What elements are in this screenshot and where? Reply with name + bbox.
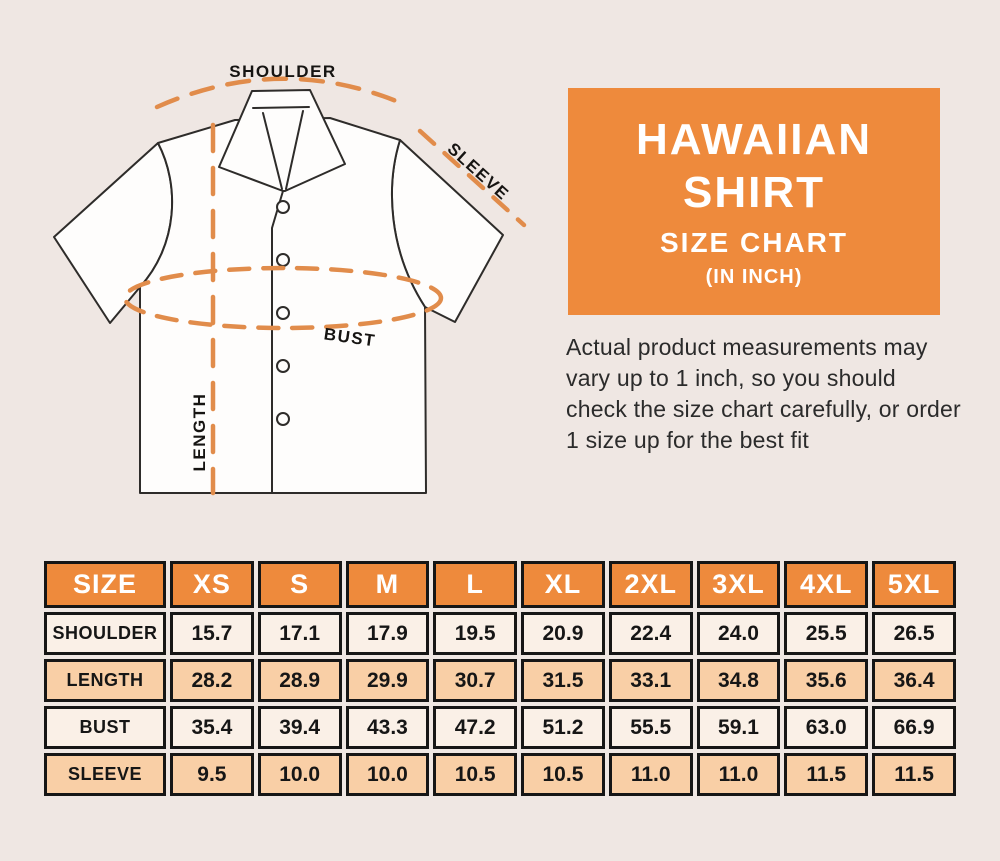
size-table-row-label: SLEEVE	[44, 753, 166, 796]
size-table-value-cell: 10.0	[257, 753, 342, 796]
size-table-value-cell: 10.5	[433, 753, 518, 796]
title-line-hawaiian: HAWAIIAN	[636, 115, 872, 164]
size-table-row-label: LENGTH	[44, 659, 166, 702]
size-table-value-cell: 28.2	[170, 659, 254, 702]
size-table-value-cell: 35.6	[784, 659, 869, 702]
size-table-value-cell: 31.5	[521, 659, 605, 702]
title-line-shirt: SHIRT	[683, 168, 825, 217]
size-table-value-cell: 59.1	[696, 706, 781, 749]
size-table-head: SIZE XS S M L XL 2XL 3XL 4XL 5XL	[44, 561, 956, 608]
size-table-value-cell: 36.4	[872, 659, 956, 702]
shirt-diagram-svg: SHOULDER SLEEVE BUST LENGTH	[53, 62, 527, 496]
size-table-value-cell: 24.0	[696, 612, 781, 655]
shirt-measurement-diagram: SHOULDER SLEEVE BUST LENGTH	[30, 35, 560, 545]
size-table-row-label: BUST	[44, 706, 166, 749]
length-measure-label: LENGTH	[190, 393, 209, 472]
size-table-size-header: 3XL	[696, 561, 781, 608]
size-table-value-cell: 11.0	[696, 753, 781, 796]
size-table-row-label: SHOULDER	[44, 612, 166, 655]
title-line-in-inch: (IN INCH)	[705, 266, 803, 288]
size-table-value-cell: 39.4	[257, 706, 342, 749]
size-table-size-header: 4XL	[784, 561, 869, 608]
size-table-value-cell: 10.0	[345, 753, 430, 796]
size-table-value-cell: 34.8	[696, 659, 781, 702]
size-table-value-cell: 22.4	[608, 612, 693, 655]
size-table-value-cell: 20.9	[521, 612, 605, 655]
shirt-collar	[218, 89, 346, 192]
size-table-size-header: 2XL	[608, 561, 693, 608]
title-line-size-chart: SIZE CHART	[660, 227, 848, 258]
size-table-header-row: SIZE XS S M L XL 2XL 3XL 4XL 5XL	[44, 561, 956, 608]
size-table-size-header: L	[433, 561, 518, 608]
size-table-value-cell: 17.9	[345, 612, 430, 655]
size-table-value-cell: 10.5	[521, 753, 605, 796]
size-table-size-header: XS	[170, 561, 254, 608]
size-table-row: SLEEVE 9.5 10.0 10.0 10.5 10.5 11.0 11.0 11.5 11.…	[44, 753, 956, 796]
size-table-value-cell: 9.5	[170, 753, 254, 796]
size-table-value-cell: 30.7	[433, 659, 518, 702]
size-table-value-cell: 11.5	[784, 753, 869, 796]
size-table-size-header: M	[345, 561, 430, 608]
size-table-value-cell: 19.5	[433, 612, 518, 655]
size-table-value-cell: 51.2	[521, 706, 605, 749]
button-dot	[276, 200, 290, 214]
size-table-row: LENGTH 28.2 28.9 29.9 30.7 31.5 33.1 34.8 35.6 36…	[44, 659, 956, 702]
size-table-value-cell: 66.9	[872, 706, 956, 749]
size-table-value-cell: 63.0	[784, 706, 869, 749]
size-table: SIZE XS S M L XL 2XL 3XL 4XL 5XL SHOULDER 15.7 17.1…	[40, 557, 960, 800]
collar-v-opening	[262, 110, 304, 190]
button-dot	[276, 253, 290, 267]
button-dot	[276, 412, 290, 426]
size-table-value-cell: 11.0	[608, 753, 693, 796]
bust-measure-ellipse	[122, 265, 444, 331]
button-dot	[276, 359, 290, 373]
size-table-corner-header: SIZE	[44, 561, 166, 608]
shirt-buttons	[276, 200, 290, 426]
size-table-value-cell: 25.5	[784, 612, 869, 655]
size-table-value-cell: 33.1	[608, 659, 693, 702]
sleeve-measure-line	[417, 128, 527, 228]
size-table-value-cell: 26.5	[872, 612, 956, 655]
size-table-size-header: 5XL	[872, 561, 956, 608]
size-table-value-cell: 29.9	[345, 659, 430, 702]
button-dot	[276, 306, 290, 320]
shoulder-measure-label: SHOULDER	[229, 62, 336, 81]
collar-band-seam	[252, 106, 310, 109]
size-table-size-header: XL	[521, 561, 605, 608]
size-table-size-header: S	[257, 561, 342, 608]
size-table-value-cell: 11.5	[872, 753, 956, 796]
note-text: Actual product measurements may vary up …	[566, 334, 961, 453]
size-table-value-cell: 17.1	[257, 612, 342, 655]
size-table-row: SHOULDER 15.7 17.1 17.9 19.5 20.9 22.4 24.0 25.5…	[44, 612, 956, 655]
size-table-value-cell: 28.9	[257, 659, 342, 702]
title-box: HAWAIIAN SHIRT SIZE CHART (IN INCH)	[568, 88, 940, 315]
size-table-value-cell: 15.7	[170, 612, 254, 655]
size-table-row: BUST 35.4 39.4 43.3 47.2 51.2 55.5 59.1 63.0 66.9	[44, 706, 956, 749]
size-table-body: SHOULDER 15.7 17.1 17.9 19.5 20.9 22.4 24.0 25.5…	[44, 612, 956, 796]
size-table-value-cell: 47.2	[433, 706, 518, 749]
shoulder-measure-arc	[154, 76, 411, 110]
size-table-value-cell: 55.5	[608, 706, 693, 749]
size-table-value-cell: 43.3	[345, 706, 430, 749]
size-table-value-cell: 35.4	[170, 706, 254, 749]
